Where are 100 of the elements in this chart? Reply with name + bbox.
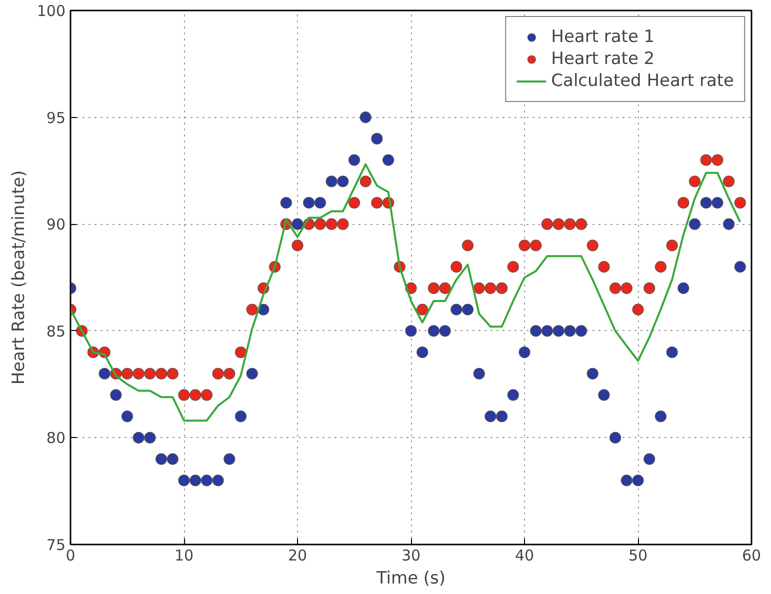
point [234, 346, 247, 358]
point [541, 325, 553, 337]
point [700, 154, 712, 166]
point [666, 240, 678, 252]
point [144, 432, 156, 444]
point [586, 240, 598, 252]
point [246, 368, 258, 380]
point [632, 304, 644, 316]
y-tick-label: 75 [46, 536, 66, 554]
point [610, 282, 622, 294]
point [678, 282, 690, 294]
x-tick-label: 30 [401, 546, 421, 564]
point [654, 261, 666, 273]
point [178, 389, 190, 401]
point [644, 453, 656, 465]
point [541, 218, 553, 230]
point [620, 282, 632, 294]
point [439, 282, 451, 294]
point [678, 196, 690, 209]
point [439, 325, 451, 337]
point [98, 368, 110, 380]
x-tick-label: 0 [66, 546, 76, 564]
point [734, 261, 746, 273]
point [507, 389, 519, 401]
legend-label: Calculated Heart rate [551, 71, 734, 91]
x-axis-title: Time (s) [375, 568, 446, 588]
point [200, 389, 212, 401]
x-tick-label: 10 [174, 546, 194, 564]
point [360, 176, 372, 188]
point [552, 218, 564, 230]
y-axis-title: Heart Rate (beat/minute) [8, 170, 29, 385]
y-tick-label: 95 [46, 108, 66, 127]
point [484, 410, 496, 422]
legend-label: Heart rate 1 [551, 27, 655, 47]
point [598, 389, 610, 401]
point [348, 196, 360, 209]
point [688, 218, 701, 230]
point [303, 196, 315, 209]
point [212, 368, 224, 380]
point [586, 368, 598, 380]
point [280, 196, 292, 209]
point [496, 410, 508, 422]
point [610, 432, 622, 444]
point [416, 304, 428, 316]
legend-label: Heart rate 2 [551, 49, 655, 69]
y-tick-label: 100 [36, 2, 66, 20]
point [462, 240, 474, 252]
point [507, 261, 519, 273]
point [337, 176, 349, 188]
point [473, 368, 485, 380]
point [326, 218, 338, 230]
point [620, 474, 632, 486]
point [450, 304, 462, 316]
point [292, 240, 304, 252]
point [292, 218, 304, 230]
point [428, 282, 440, 294]
point [371, 196, 383, 209]
point [234, 410, 247, 422]
point [166, 368, 178, 380]
point [348, 154, 360, 166]
point [644, 282, 656, 294]
point [121, 410, 134, 422]
point [723, 218, 735, 230]
point [575, 325, 588, 337]
point [190, 389, 202, 401]
point [484, 282, 496, 294]
point [575, 218, 588, 230]
point [121, 368, 134, 380]
point [337, 218, 349, 230]
point [405, 325, 417, 337]
y-tick-label: 80 [46, 429, 66, 448]
point [734, 196, 746, 209]
y-tick-label: 85 [46, 322, 66, 340]
point [110, 389, 122, 401]
point [654, 410, 666, 422]
point [598, 261, 610, 273]
x-tick-label: 20 [288, 546, 308, 564]
point [371, 132, 383, 144]
point [224, 368, 236, 380]
point [552, 325, 564, 337]
point [212, 474, 224, 486]
point [166, 453, 178, 465]
point [178, 474, 190, 486]
point [132, 432, 144, 444]
point [518, 240, 530, 252]
point [530, 240, 542, 252]
point [450, 261, 462, 273]
point [382, 154, 394, 166]
point [360, 112, 372, 124]
point [156, 453, 168, 465]
point [530, 325, 542, 337]
point [462, 304, 474, 316]
point [314, 218, 326, 230]
point [666, 346, 678, 358]
x-tick-label: 50 [628, 546, 648, 564]
point [632, 474, 644, 486]
y-tick-label: 90 [46, 216, 66, 234]
point [132, 368, 144, 380]
point [428, 325, 440, 337]
point [518, 346, 530, 358]
